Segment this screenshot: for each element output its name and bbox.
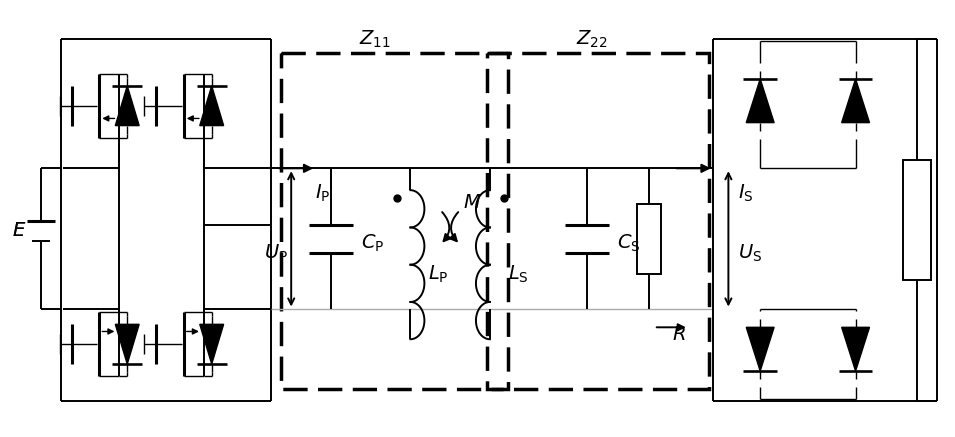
Polygon shape <box>841 79 869 123</box>
Bar <box>637 204 661 274</box>
Text: $I_{\mathrm{S}}$: $I_{\mathrm{S}}$ <box>738 183 754 204</box>
Text: $E$: $E$ <box>11 222 26 240</box>
Polygon shape <box>116 86 139 125</box>
Text: $Z_{11}$: $Z_{11}$ <box>359 28 391 50</box>
Polygon shape <box>200 86 223 125</box>
Text: $M$: $M$ <box>463 193 481 212</box>
Text: $E$: $E$ <box>11 222 26 240</box>
Polygon shape <box>116 324 139 364</box>
Text: $C_{\mathrm{P}}$: $C_{\mathrm{P}}$ <box>361 233 384 254</box>
Polygon shape <box>746 327 775 371</box>
Bar <box>282 53 508 389</box>
Text: $U_{\mathrm{P}}$: $U_{\mathrm{P}}$ <box>265 243 288 264</box>
Text: $I_{\mathrm{P}}$: $I_{\mathrm{P}}$ <box>315 183 330 204</box>
Text: $L_{\mathrm{S}}$: $L_{\mathrm{S}}$ <box>508 264 528 285</box>
Polygon shape <box>200 324 223 364</box>
Polygon shape <box>746 79 775 123</box>
Bar <box>487 53 709 389</box>
Text: $L_{\mathrm{P}}$: $L_{\mathrm{P}}$ <box>428 264 449 285</box>
Text: $R$: $R$ <box>672 325 686 344</box>
Text: $Z_{22}$: $Z_{22}$ <box>577 28 608 50</box>
Polygon shape <box>841 327 869 371</box>
Text: $U_{\mathrm{S}}$: $U_{\mathrm{S}}$ <box>738 243 762 264</box>
Bar <box>903 160 931 280</box>
Text: $C_{\mathrm{S}}$: $C_{\mathrm{S}}$ <box>617 233 641 254</box>
